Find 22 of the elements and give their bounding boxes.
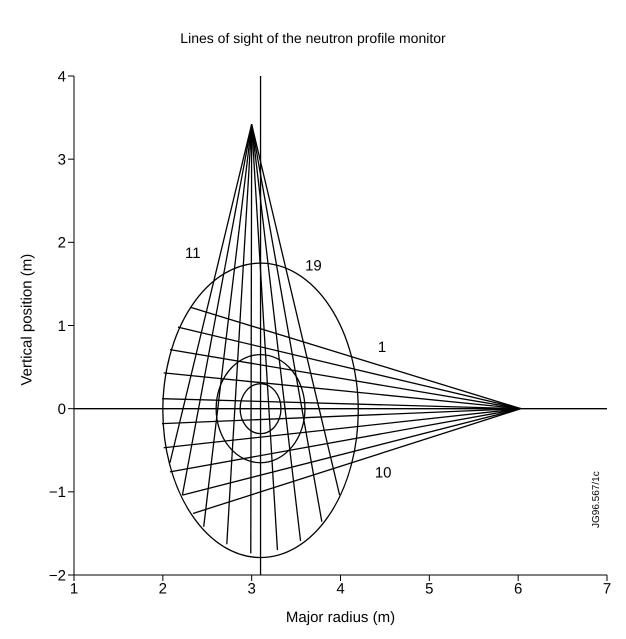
x-tick-label: 2 <box>158 580 168 598</box>
y-tick-label: 4 <box>58 68 66 86</box>
x-tick-label: 3 <box>247 580 256 598</box>
x-axis-title: Major radius (m) <box>286 609 396 626</box>
x-tick-label: 7 <box>602 580 612 598</box>
y-tick-label: 0 <box>58 400 66 418</box>
y-axis-title: Vertical position (m) <box>18 254 36 386</box>
y-tick-label: −2 <box>48 567 66 584</box>
y-tick-label: 1 <box>58 318 66 335</box>
x-tick-label: 1 <box>70 580 78 598</box>
series-label: 10 <box>374 464 392 482</box>
annotation: JG96.567/1c <box>591 471 602 528</box>
x-tick-label: 5 <box>425 580 434 598</box>
x-tick-label: 6 <box>514 580 522 598</box>
series-label: 19 <box>305 258 322 275</box>
series-label: 11 <box>185 245 201 262</box>
series-label: 1 <box>378 339 386 356</box>
chart-title: Lines of sight of the neutron profile monitor <box>179 30 447 46</box>
y-tick-label: 3 <box>58 151 66 168</box>
y-tick-label: 2 <box>58 234 66 252</box>
x-tick-label: 4 <box>336 580 345 598</box>
y-tick-label: −1 <box>48 484 66 502</box>
